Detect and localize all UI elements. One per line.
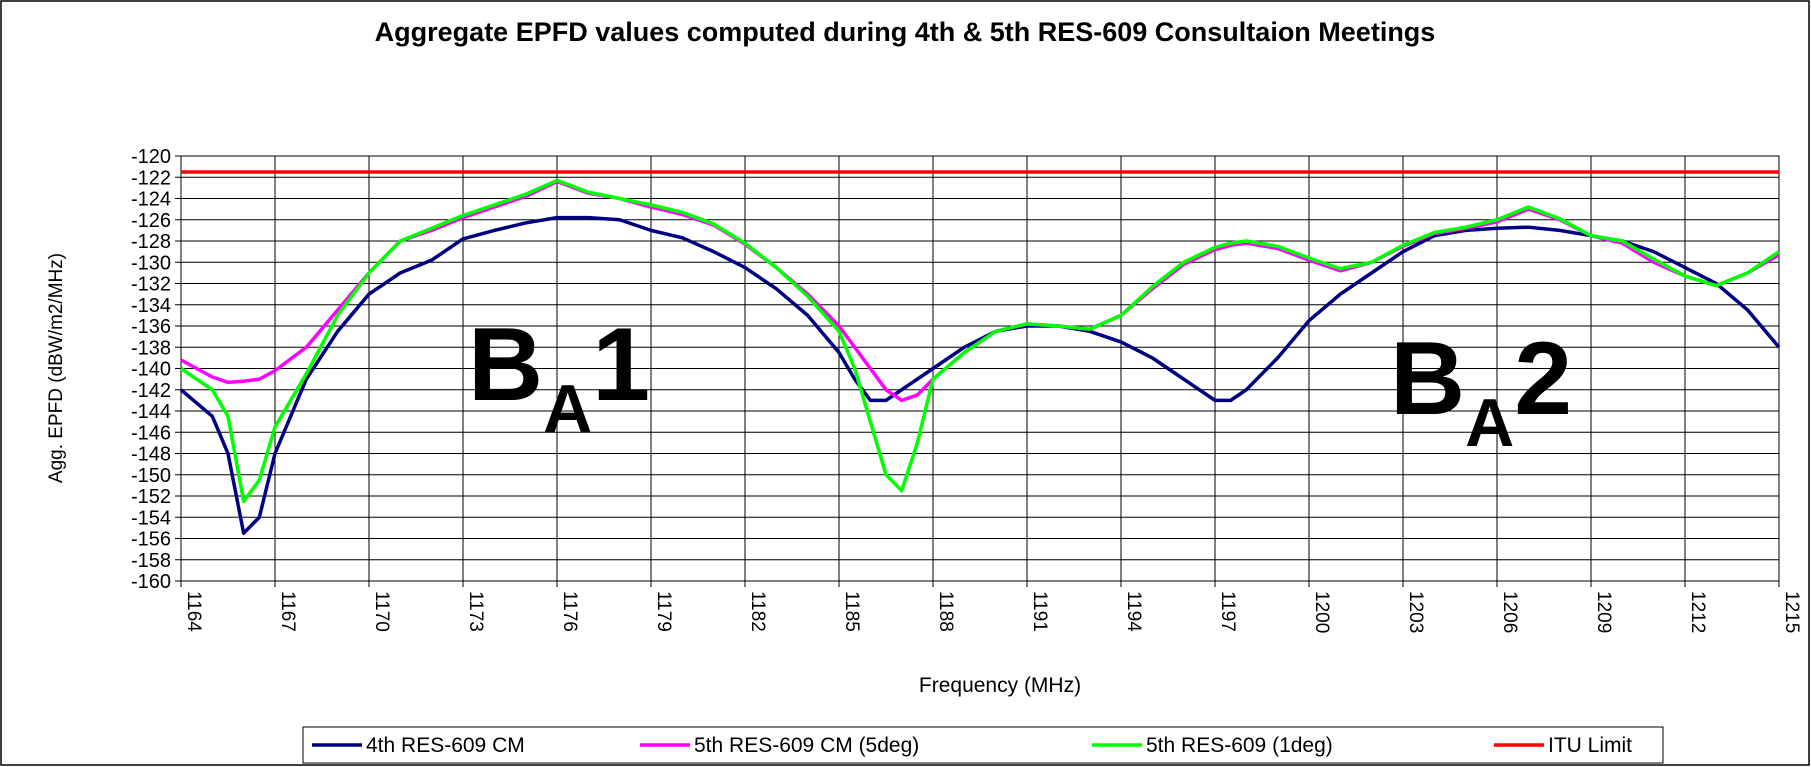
- x-tick-label: 1203: [1405, 591, 1426, 633]
- annotation-subscript: A: [543, 371, 592, 447]
- x-tick-label: 1206: [1499, 591, 1520, 633]
- y-axis-label: Agg. EPFD (dBW/m2/MHz): [46, 253, 67, 483]
- x-tick-label: 1185: [841, 591, 862, 632]
- y-tick-label: -150: [131, 465, 171, 487]
- annotation-suffix: 1: [592, 307, 650, 423]
- x-tick-label: 1197: [1217, 591, 1238, 632]
- y-tick-label: -142: [131, 380, 171, 402]
- x-tick-label: 1179: [653, 591, 674, 632]
- x-tick-label: 1191: [1029, 591, 1050, 632]
- x-tick-label: 1182: [747, 591, 768, 632]
- legend-label: 5th RES-609 CM (5deg): [694, 734, 919, 757]
- x-tick-label: 1176: [559, 591, 580, 632]
- annotation: BA2: [1390, 321, 1572, 461]
- y-tick-label: -160: [131, 571, 171, 593]
- annotation-text: B: [1390, 321, 1465, 437]
- y-tick-label: -134: [131, 295, 171, 317]
- x-tick-label: 1200: [1311, 591, 1332, 633]
- annotation: BA1: [468, 307, 650, 447]
- x-tick-label: 1215: [1781, 591, 1802, 633]
- y-tick-label: -120: [131, 146, 171, 168]
- y-tick-label: -146: [131, 422, 171, 444]
- y-tick-label: -126: [131, 210, 171, 232]
- y-tick-label: -128: [131, 231, 171, 253]
- y-tick-label: -136: [131, 316, 171, 338]
- x-tick-label: 1188: [935, 591, 956, 632]
- annotation-subscript: A: [1465, 385, 1514, 461]
- annotation-suffix: 2: [1514, 321, 1572, 437]
- x-axis-label: Frequency (MHz): [919, 674, 1081, 697]
- y-tick-label: -144: [131, 401, 171, 423]
- y-tick-label: -140: [131, 359, 171, 381]
- y-tick-label: -156: [131, 529, 171, 551]
- x-tick-label: 1167: [277, 591, 298, 632]
- y-tick-label: -158: [131, 550, 171, 572]
- y-tick-label: -154: [131, 507, 171, 529]
- series-line: [180, 178, 1780, 504]
- y-tick-label: -124: [131, 189, 171, 211]
- x-tick-label: 1173: [465, 591, 486, 632]
- legend-label: 5th RES-609 (1deg): [1146, 734, 1333, 757]
- x-tick-label: 1212: [1687, 591, 1708, 633]
- x-tick-label: 1194: [1123, 591, 1144, 632]
- legend-box: [302, 726, 1664, 764]
- y-tick-label: -122: [131, 167, 171, 189]
- y-tick-label: -152: [131, 486, 171, 508]
- chart-title: Aggregate EPFD values computed during 4t…: [374, 17, 1436, 47]
- y-tick-label: -132: [131, 274, 171, 296]
- x-tick-label: 1170: [371, 591, 392, 632]
- legend-label: ITU Limit: [1548, 734, 1632, 757]
- y-tick-label: -148: [131, 444, 171, 466]
- annotation-text: B: [468, 307, 543, 423]
- y-tick-label: -138: [131, 337, 171, 359]
- x-tick-label: 1209: [1593, 591, 1614, 633]
- series-line: [179, 215, 1781, 535]
- y-tick-label: -130: [131, 252, 171, 274]
- x-tick-label: 1164: [183, 591, 204, 632]
- legend-label: 4th RES-609 CM: [366, 734, 525, 757]
